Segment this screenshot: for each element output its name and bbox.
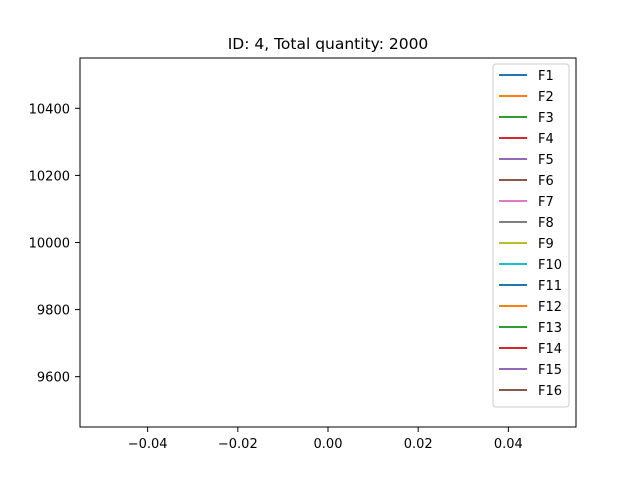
y-axis: 9600 9800 10000 10200 10400 — [29, 102, 80, 386]
y-tick-label: 10200 — [29, 169, 70, 184]
x-tick-label: −0.04 — [128, 437, 168, 452]
legend-label: F3 — [538, 111, 554, 126]
legend-label: F6 — [538, 174, 554, 189]
legend-label: F11 — [538, 279, 562, 294]
x-axis: −0.04 −0.02 0.00 0.02 0.04 — [128, 427, 523, 452]
chart-title: ID: 4, Total quantity: 2000 — [228, 35, 429, 53]
legend-label: F8 — [538, 216, 554, 231]
y-tick-label: 9600 — [37, 371, 70, 386]
legend-label: F13 — [538, 321, 562, 336]
legend-label: F7 — [538, 195, 554, 210]
legend-label: F4 — [538, 132, 554, 147]
x-tick-label: −0.02 — [218, 437, 258, 452]
legend-label: F2 — [538, 90, 554, 105]
x-tick-label: 0.04 — [494, 437, 523, 452]
legend-label: F16 — [538, 384, 562, 399]
legend-label: F12 — [538, 300, 562, 315]
legend-box — [492, 63, 570, 408]
legend-label: F9 — [538, 237, 554, 252]
y-tick-label: 10000 — [29, 237, 70, 252]
x-tick-label: 0.00 — [314, 437, 343, 452]
legend-label: F10 — [538, 258, 562, 273]
x-tick-label: 0.02 — [404, 437, 433, 452]
legend: F1 F2 F3 F4 F5 F6 F7 F8 F9 F10 F11 F12 F13 F14 F15 F16 — [492, 63, 570, 408]
legend-label: F1 — [538, 69, 554, 84]
y-tick-label: 9800 — [37, 304, 70, 319]
legend-label: F15 — [538, 363, 562, 378]
y-tick-label: 10400 — [29, 102, 70, 117]
legend-label: F14 — [538, 342, 562, 357]
legend-label: F5 — [538, 153, 554, 168]
